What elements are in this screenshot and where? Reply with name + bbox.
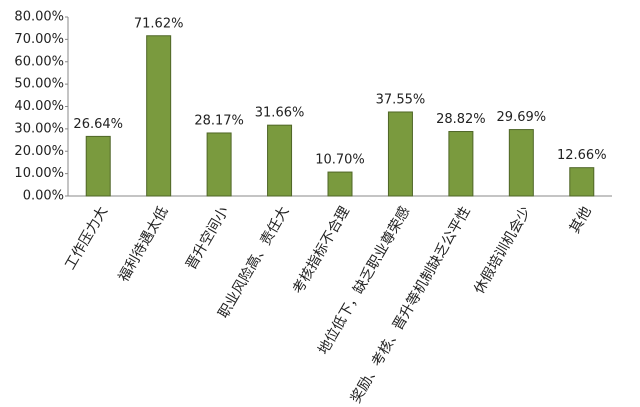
y-tick-label: 0.00% — [23, 189, 64, 204]
data-label: 28.17% — [194, 113, 244, 128]
bar — [569, 167, 595, 197]
data-label: 31.66% — [255, 106, 305, 121]
x-tick-label: 福利待遇太低 — [116, 204, 172, 285]
data-label: 10.70% — [315, 153, 365, 168]
bar — [327, 171, 353, 197]
data-label: 26.64% — [73, 117, 123, 132]
y-tick-label: 50.00% — [14, 77, 64, 92]
x-tick-label: 奖励、考核、晋升等机制缺乏公平性 — [347, 204, 474, 406]
bar — [267, 124, 293, 197]
bar — [206, 132, 232, 197]
x-tick-label: 休假培训机会少 — [471, 204, 534, 297]
data-label: 12.66% — [557, 148, 607, 163]
data-label: 37.55% — [376, 92, 426, 107]
y-tick-label: 80.00% — [14, 10, 64, 25]
y-tick-label: 30.00% — [14, 121, 64, 136]
bar — [387, 111, 413, 197]
x-tick-label: 工作压力大 — [62, 204, 111, 273]
x-tick-label: 其他 — [567, 204, 595, 236]
y-tick-label: 70.00% — [14, 32, 64, 47]
x-tick-label: 晋升空间小 — [183, 204, 232, 273]
data-label: 28.82% — [436, 112, 486, 127]
y-tick-label: 60.00% — [14, 54, 64, 69]
bar — [85, 135, 111, 197]
bar — [448, 131, 474, 197]
y-tick-label: 40.00% — [14, 99, 64, 114]
bar — [146, 35, 172, 197]
bar — [508, 129, 534, 197]
y-tick-label: 20.00% — [14, 144, 64, 159]
data-label: 71.62% — [134, 16, 184, 31]
x-tick-label: 考核指标不合理 — [290, 204, 353, 297]
y-tick-label: 10.00% — [14, 166, 64, 181]
data-label: 29.69% — [497, 110, 547, 125]
